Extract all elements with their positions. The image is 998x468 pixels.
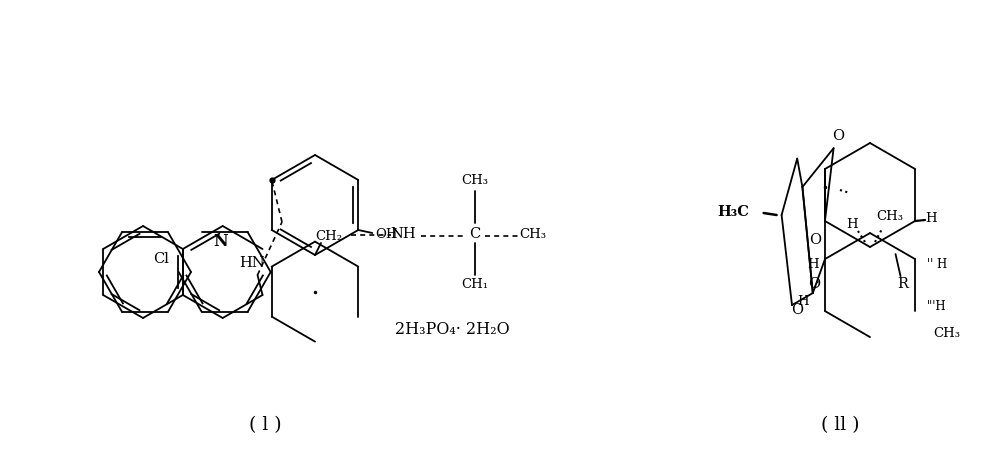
Text: H: H [807,257,818,271]
Text: R: R [897,277,908,291]
Text: '''H: '''H [927,300,947,313]
Text: H: H [797,294,808,307]
Text: H: H [925,212,937,226]
Text: O: O [832,129,844,143]
Text: HN: HN [240,256,265,270]
Text: CH₃: CH₃ [933,327,960,340]
Text: H₃C: H₃C [718,205,749,219]
Text: ( l ): ( l ) [249,416,281,434]
Text: C: C [469,227,481,241]
Text: H: H [846,219,858,232]
Text: 2H₃PO₄· 2H₂O: 2H₃PO₄· 2H₂O [395,322,510,338]
Text: '' H: '' H [927,257,947,271]
Text: CH₁: CH₁ [461,278,488,292]
Text: NH: NH [390,227,416,241]
Text: N: N [214,234,228,250]
Text: ( ll ): ( ll ) [820,416,859,434]
Text: Cl: Cl [153,252,169,266]
Text: CH₂: CH₂ [315,231,342,243]
Text: CH₃: CH₃ [461,175,488,188]
Text: O: O [807,277,820,291]
Text: O: O [809,233,821,247]
Text: CH₃: CH₃ [876,211,903,224]
Text: CH₃: CH₃ [520,227,547,241]
Text: OH: OH [375,228,397,241]
Text: O: O [791,303,803,317]
